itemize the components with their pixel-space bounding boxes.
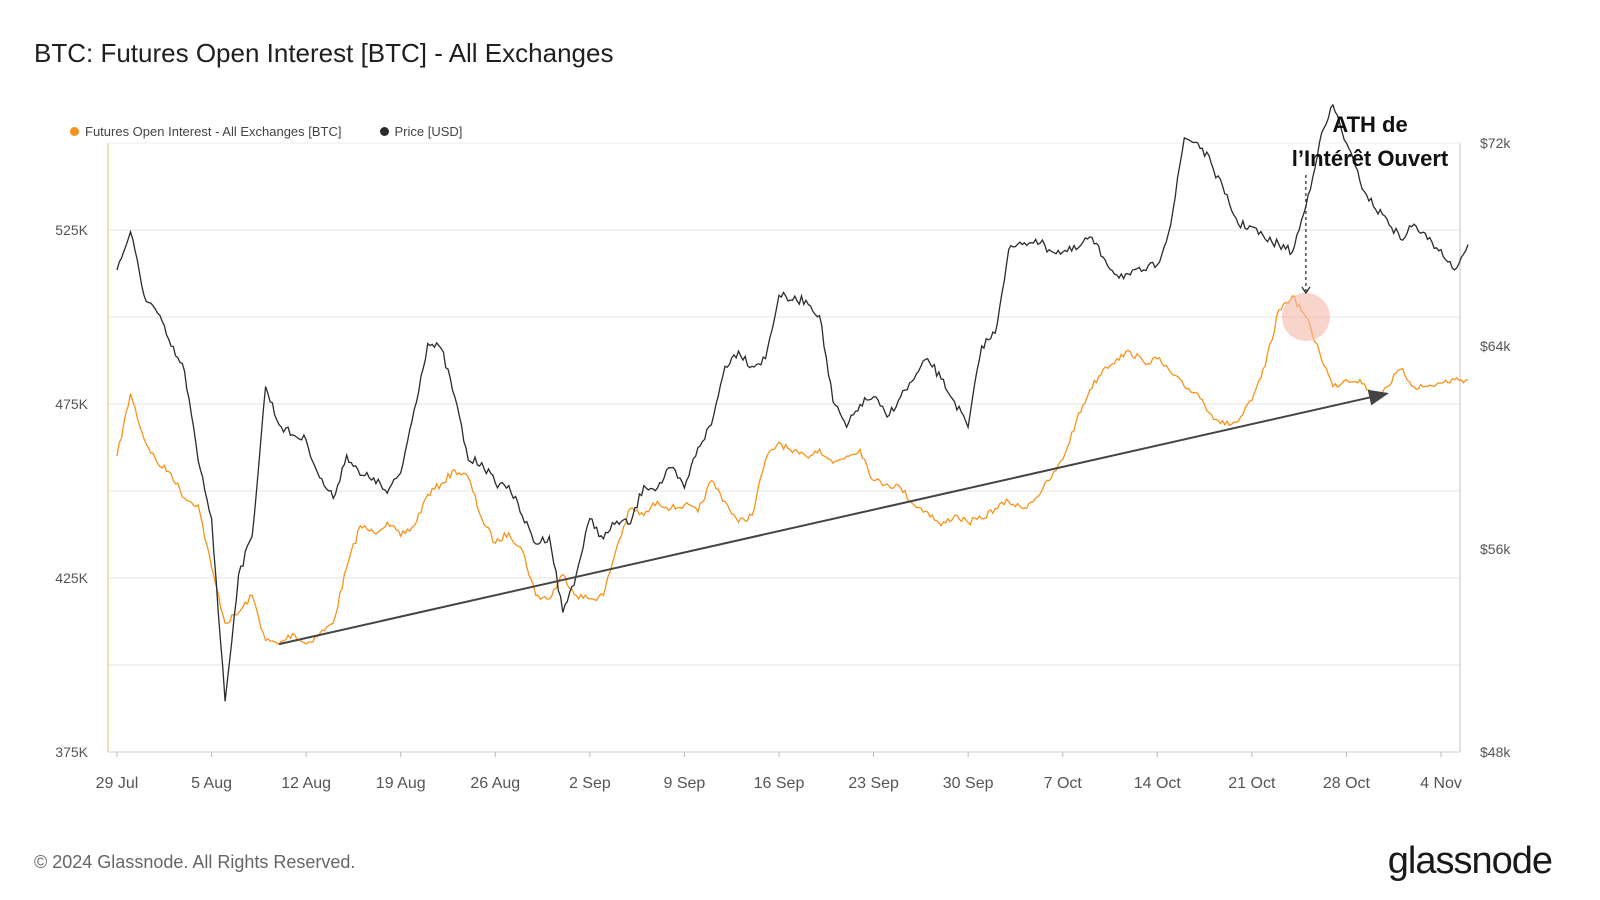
annotation-line1: ATH de bbox=[1332, 112, 1408, 137]
y-right-tick-label: $72k bbox=[1480, 135, 1511, 151]
y-right-tick-label: $64k bbox=[1480, 338, 1511, 354]
annotation-line2: l’Intérêt Ouvert bbox=[1291, 146, 1449, 171]
legend-dot-dark bbox=[379, 127, 389, 136]
y-left-tick-label: 475K bbox=[55, 396, 88, 412]
trend-arrow bbox=[278, 389, 1389, 646]
series-line-price bbox=[116, 103, 1469, 702]
series-line-open-interest bbox=[116, 295, 1469, 645]
axes bbox=[107, 142, 1461, 753]
legend-item-open-interest[interactable]: Futures Open Interest - All Exchanges [B… bbox=[70, 124, 342, 139]
x-tick-label: 28 Oct bbox=[1323, 775, 1371, 792]
x-tick-label: 5 Aug bbox=[191, 775, 232, 792]
x-tick-label: 9 Sep bbox=[664, 775, 706, 792]
y-left-tick-label: 525K bbox=[55, 222, 88, 238]
annotation-pointer-head bbox=[1301, 286, 1311, 295]
legend-label: Price [USD] bbox=[394, 124, 463, 139]
x-tick-label: 14 Oct bbox=[1134, 775, 1182, 792]
y-right-tick-label: $48k bbox=[1480, 744, 1511, 760]
x-tick-label: 2 Sep bbox=[569, 775, 611, 792]
x-tick-label: 26 Aug bbox=[470, 775, 520, 792]
x-tick-label: 23 Sep bbox=[848, 775, 899, 792]
x-tick-label: 21 Oct bbox=[1228, 775, 1276, 792]
tick-labels: 375K 425K 475K 525K $48k $56k $64k $72k 29 Jul 5 … bbox=[55, 135, 1511, 792]
x-tick-label: 7 Oct bbox=[1044, 775, 1083, 792]
legend-label: Futures Open Interest - All Exchanges [B… bbox=[85, 124, 342, 139]
x-tick-label: 4 Nov bbox=[1420, 775, 1462, 792]
y-left-tick-label: 375K bbox=[55, 744, 88, 760]
x-tick-label: 12 Aug bbox=[281, 775, 331, 792]
x-tick-label: 19 Aug bbox=[376, 775, 426, 792]
x-tick-label: 16 Sep bbox=[754, 775, 805, 792]
legend-item-price[interactable]: Price [USD] bbox=[379, 124, 463, 139]
annotation-label: ATH de l’Intérêt Ouvert bbox=[1280, 112, 1460, 172]
ath-highlight-circle bbox=[1281, 293, 1330, 341]
x-tick-label: 29 Jul bbox=[96, 775, 139, 792]
y-right-tick-label: $56k bbox=[1480, 541, 1511, 557]
grid-lines bbox=[108, 142, 1460, 753]
legend-dot-orange bbox=[70, 127, 79, 136]
glassnode-logo: glassnode bbox=[1387, 840, 1553, 882]
x-tick-label: 30 Sep bbox=[943, 775, 994, 792]
legend: Futures Open Interest - All Exchanges [B… bbox=[70, 124, 462, 139]
copyright-text: © 2024 Glassnode. All Rights Reserved. bbox=[34, 852, 356, 872]
y-left-tick-label: 425K bbox=[55, 570, 88, 586]
series-lines bbox=[116, 103, 1469, 702]
chart-title: BTC: Futures Open Interest [BTC] - All E… bbox=[34, 38, 614, 68]
